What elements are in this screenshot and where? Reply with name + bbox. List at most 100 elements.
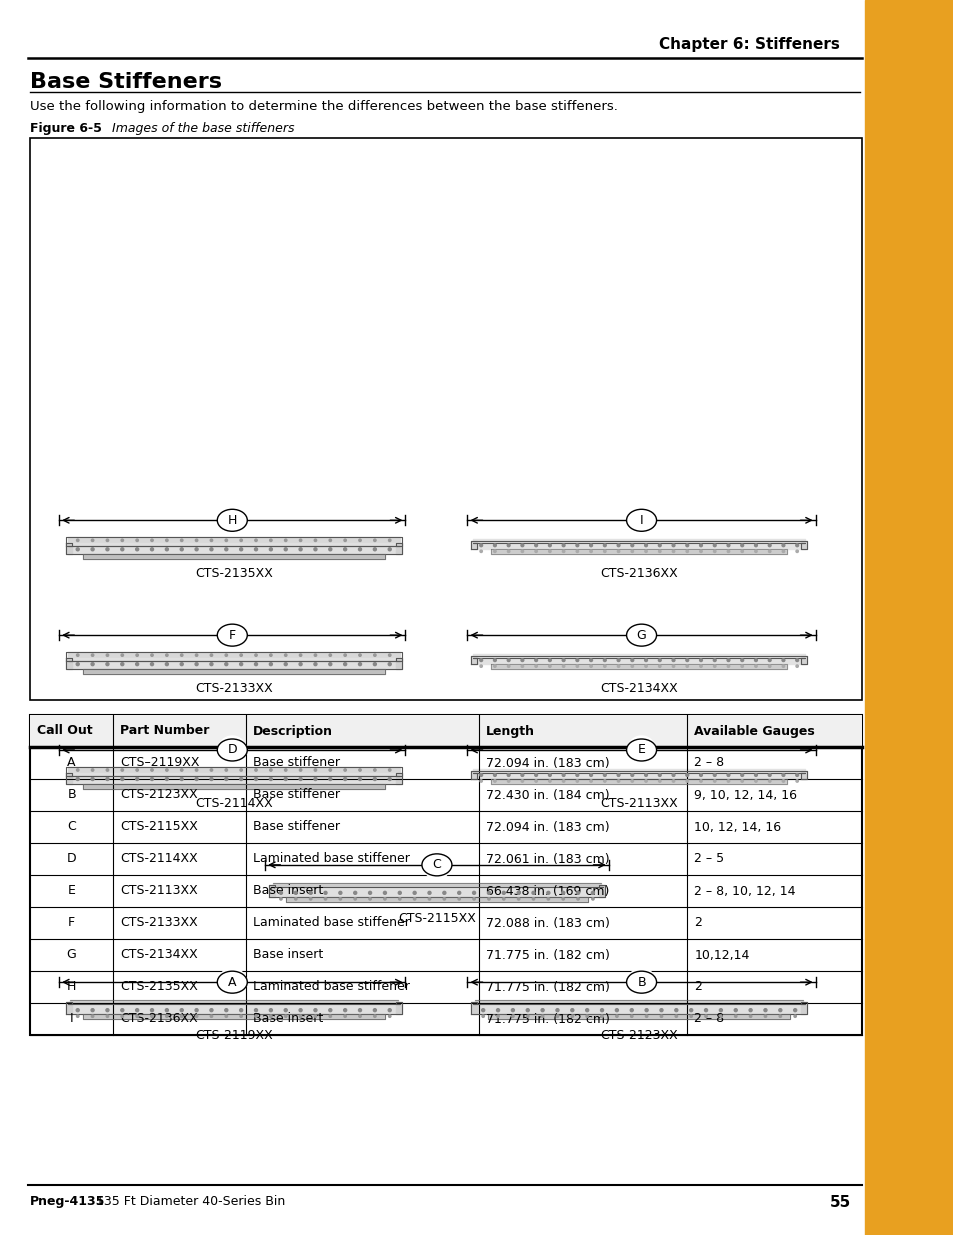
Ellipse shape [217, 624, 247, 646]
Circle shape [76, 1009, 79, 1011]
Text: D: D [67, 852, 76, 866]
Circle shape [358, 778, 361, 781]
Circle shape [713, 664, 715, 667]
Circle shape [487, 892, 490, 894]
Circle shape [507, 664, 509, 667]
Circle shape [548, 773, 551, 777]
Circle shape [576, 664, 578, 667]
Circle shape [576, 543, 578, 547]
Circle shape [369, 898, 371, 900]
Circle shape [781, 779, 783, 782]
Bar [30, 715, 862, 1035]
Circle shape [561, 658, 564, 662]
Circle shape [165, 548, 168, 551]
Circle shape [299, 663, 302, 666]
Circle shape [270, 655, 272, 656]
Circle shape [479, 779, 482, 782]
Circle shape [795, 658, 798, 662]
Text: CTS-2123XX: CTS-2123XX [599, 1029, 678, 1042]
Circle shape [106, 778, 109, 781]
Circle shape [589, 664, 592, 667]
Circle shape [740, 658, 742, 662]
Circle shape [561, 543, 564, 547]
Circle shape [793, 1015, 796, 1018]
Circle shape [106, 663, 109, 666]
Circle shape [91, 769, 93, 771]
Circle shape [541, 1015, 543, 1018]
Circle shape [284, 548, 287, 551]
Circle shape [383, 892, 386, 894]
Circle shape [239, 778, 242, 781]
Circle shape [689, 1009, 692, 1011]
Circle shape [631, 550, 633, 552]
Circle shape [166, 1015, 168, 1018]
Text: E: E [637, 743, 645, 757]
Circle shape [294, 892, 297, 894]
Text: Base Stiffeners: Base Stiffeners [30, 72, 222, 91]
Circle shape [591, 892, 594, 894]
Circle shape [603, 664, 605, 667]
Text: F: F [68, 916, 75, 930]
Circle shape [658, 543, 660, 547]
Text: G: G [636, 629, 646, 642]
Circle shape [151, 778, 153, 781]
Circle shape [779, 1015, 781, 1018]
Circle shape [685, 543, 688, 547]
Circle shape [314, 769, 316, 771]
Circle shape [479, 550, 482, 552]
Circle shape [151, 1009, 153, 1011]
Circle shape [617, 658, 619, 662]
Circle shape [279, 892, 282, 894]
Circle shape [374, 1015, 375, 1018]
Circle shape [121, 769, 123, 771]
Circle shape [373, 778, 376, 781]
Circle shape [535, 658, 537, 662]
Circle shape [254, 655, 257, 656]
Text: Length: Length [486, 725, 535, 737]
Circle shape [507, 550, 509, 552]
Text: 55: 55 [828, 1195, 850, 1210]
Text: Laminated base stiffener: Laminated base stiffener [253, 916, 410, 930]
Text: CTS–2119XX: CTS–2119XX [120, 757, 199, 769]
Text: Pneg-4135: Pneg-4135 [30, 1195, 105, 1208]
Circle shape [166, 540, 168, 541]
Circle shape [388, 769, 391, 771]
Text: Base stiffener: Base stiffener [253, 757, 340, 769]
Circle shape [218, 968, 246, 997]
Circle shape [269, 548, 273, 551]
Circle shape [339, 898, 341, 900]
Circle shape [374, 655, 375, 656]
Circle shape [699, 543, 701, 547]
Circle shape [309, 898, 312, 900]
Circle shape [548, 658, 551, 662]
Circle shape [734, 1015, 736, 1018]
Circle shape [383, 898, 386, 900]
Circle shape [719, 1015, 721, 1018]
Circle shape [479, 543, 482, 547]
Circle shape [121, 540, 123, 541]
Text: H: H [228, 514, 236, 527]
Circle shape [659, 1009, 662, 1011]
Text: Base insert: Base insert [253, 948, 323, 962]
Circle shape [793, 1009, 796, 1011]
Circle shape [358, 769, 361, 771]
Circle shape [685, 664, 688, 667]
Circle shape [689, 1015, 692, 1018]
Circle shape [576, 779, 578, 782]
Circle shape [576, 658, 578, 662]
Circle shape [658, 658, 660, 662]
Circle shape [589, 773, 592, 777]
Circle shape [309, 892, 312, 894]
Circle shape [603, 773, 605, 777]
Circle shape [91, 1009, 94, 1011]
Circle shape [600, 1015, 602, 1018]
Circle shape [479, 773, 482, 777]
Circle shape [532, 892, 535, 894]
Circle shape [540, 1009, 543, 1011]
Circle shape [763, 1009, 766, 1011]
Text: Laminated base stiffener: Laminated base stiffener [253, 981, 410, 993]
Circle shape [627, 736, 655, 764]
Circle shape [768, 664, 770, 667]
Circle shape [413, 898, 416, 900]
Circle shape [562, 779, 564, 782]
